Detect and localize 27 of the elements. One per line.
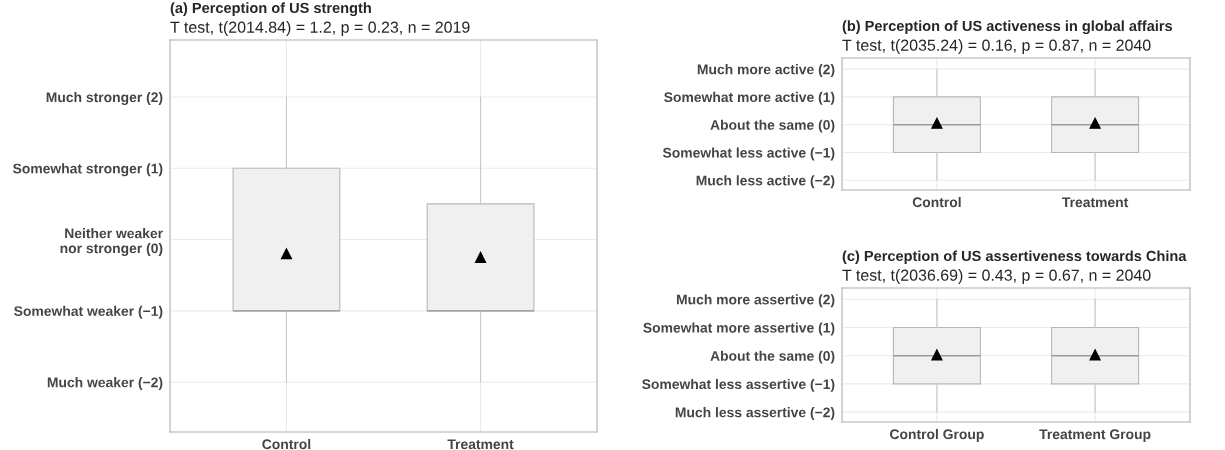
x-tick-label: Control Group [890, 428, 984, 442]
x-tick-label: Treatment [447, 439, 514, 450]
chart-subtitle: T test, t(2014.84) = 1.2, p = 0.23, n = 2019 [170, 21, 470, 36]
chart-title: (b) Perception of US activeness in global affairs [842, 20, 1173, 34]
y-tick-label: Somewhat weaker (−1) [14, 305, 163, 319]
chart-title: (a) Perception of US strength [170, 2, 371, 16]
y-tick-label: About the same (0) [710, 119, 835, 133]
chart-title: (c) Perception of US assertiveness towards China [842, 250, 1187, 264]
x-tick-label: Control [912, 196, 961, 208]
y-tick-label: Much stronger (2) [46, 91, 163, 105]
x-tick-label: Control [262, 438, 311, 450]
y-tick-label: Neither weaker nor stronger (0) [60, 228, 163, 257]
y-tick-label: Somewhat more active (1) [664, 91, 835, 105]
y-tick-label: Much less active (−2) [696, 175, 835, 189]
y-tick-label: Somewhat more assertive (1) [643, 322, 835, 336]
chart-subtitle: T test, t(2036.69) = 0.43, p = 0.67, n = 2040 [842, 269, 1151, 284]
x-tick-label: Treatment [1062, 197, 1129, 208]
y-tick-label: Much more assertive (2) [676, 294, 835, 308]
y-tick-label: Somewhat less active (−1) [662, 147, 835, 161]
y-tick-label: About the same (0) [710, 350, 835, 364]
y-tick-label: Somewhat less assertive (−1) [642, 378, 835, 392]
chart-subtitle: T test, t(2035.24) = 0.16, p = 0.87, n = 2040 [842, 39, 1151, 54]
y-tick-label: Much more active (2) [697, 64, 835, 78]
x-tick-label: Treatment Group [1039, 429, 1151, 442]
y-tick-label: Somewhat stronger (1) [12, 163, 163, 177]
y-tick-label: Much weaker (−2) [47, 377, 163, 391]
y-tick-label: Much less assertive (−2) [675, 407, 835, 421]
